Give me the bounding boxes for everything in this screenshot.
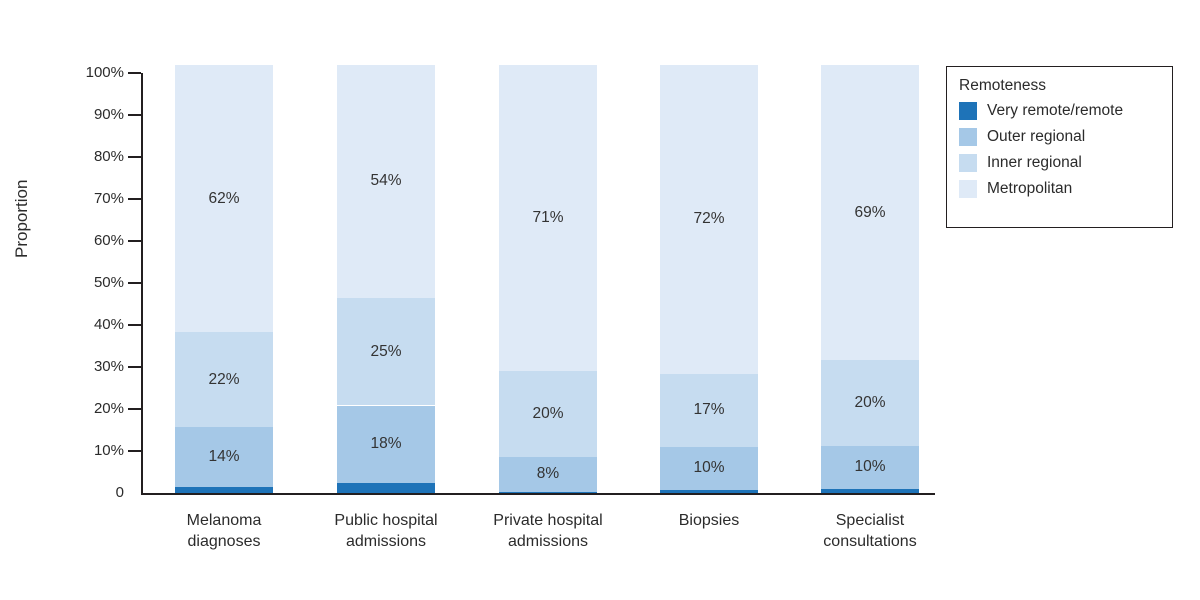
legend-item-label: Inner regional bbox=[987, 154, 1082, 171]
bar-segment bbox=[175, 487, 273, 493]
bar-segment bbox=[660, 446, 758, 490]
bar-segment-label: 54% bbox=[370, 172, 402, 190]
y-tick bbox=[128, 198, 141, 200]
y-tick bbox=[128, 114, 141, 116]
bar-0: 14% 22% 62% bbox=[175, 65, 273, 493]
bar-segment bbox=[660, 373, 758, 447]
y-tick bbox=[128, 450, 141, 452]
bar-segment-label: 14% bbox=[208, 448, 240, 466]
y-axis-line bbox=[141, 73, 143, 495]
y-tick bbox=[128, 324, 141, 326]
x-category-label: Biopsies bbox=[678, 512, 740, 529]
y-tick-label: 80% bbox=[93, 148, 124, 165]
legend-swatch bbox=[959, 102, 977, 120]
y-tick bbox=[128, 282, 141, 284]
bar-segment-label: 17% bbox=[693, 401, 725, 419]
bar-segment bbox=[499, 65, 597, 372]
bar-segment bbox=[499, 371, 597, 458]
bar-segment-label: 22% bbox=[208, 370, 240, 388]
bar-segment-label: 71% bbox=[532, 209, 564, 226]
bar-segment bbox=[175, 65, 273, 333]
y-tick-label: 60% bbox=[93, 232, 124, 249]
bar-segment bbox=[499, 457, 597, 492]
x-axis-line bbox=[141, 493, 935, 495]
x-category-label: Public hospital admissions bbox=[334, 512, 438, 550]
bar-segment bbox=[337, 297, 435, 406]
legend-items: Very remote/remote Outer regional Inner re… bbox=[959, 102, 1160, 198]
legend-item: Outer regional bbox=[959, 128, 1160, 146]
bar-segment-label: 69% bbox=[854, 203, 886, 221]
bar-segment bbox=[499, 491, 597, 493]
bar-segment bbox=[821, 65, 919, 361]
legend-item: Inner regional bbox=[959, 154, 1160, 172]
bar-segment bbox=[660, 65, 758, 374]
y-tick bbox=[128, 408, 141, 410]
bar-segment bbox=[175, 427, 273, 488]
y-tick bbox=[128, 156, 141, 158]
legend-swatch bbox=[959, 128, 977, 146]
y-tick-label: 10% bbox=[93, 442, 124, 459]
y-tick-label: 0 bbox=[115, 484, 124, 501]
bar-segment-label: 8% bbox=[536, 465, 560, 483]
bar-2: 8% 20% 71% bbox=[499, 65, 597, 493]
y-tick-label: 70% bbox=[93, 190, 124, 207]
y-tick-label: 50% bbox=[93, 274, 124, 291]
bar-segment bbox=[337, 483, 435, 493]
legend-title: Remoteness bbox=[959, 77, 1047, 94]
y-tick bbox=[128, 366, 141, 368]
bar-segment-label: 72% bbox=[693, 210, 725, 228]
legend-swatch bbox=[959, 154, 977, 172]
legend-swatch bbox=[959, 180, 977, 198]
bar-segment-label: 10% bbox=[693, 459, 725, 477]
y-tick bbox=[128, 240, 141, 242]
bar-segment bbox=[821, 360, 919, 446]
bar-segment bbox=[821, 445, 919, 489]
y-tick bbox=[128, 72, 141, 74]
legend-item: Very remote/remote bbox=[959, 102, 1160, 120]
y-tick-label: 100% bbox=[85, 64, 124, 81]
bar-segment-label: 25% bbox=[370, 342, 402, 360]
legend-item-label: Metropolitan bbox=[987, 180, 1073, 197]
bar-segment-label: 18% bbox=[370, 435, 402, 453]
x-category-label: Private hospital admissions bbox=[493, 512, 603, 550]
bar-segment bbox=[337, 405, 435, 484]
bar-4: 10% 20% 69% bbox=[821, 65, 919, 493]
y-tick-label: 90% bbox=[93, 106, 124, 123]
bar-segment-label: 20% bbox=[854, 394, 886, 412]
y-axis-title: Proportion bbox=[12, 179, 31, 258]
bar-segment-label: 10% bbox=[854, 458, 886, 476]
legend-item-label: Very remote/remote bbox=[987, 102, 1124, 119]
bar-3: 10% 17% 72% bbox=[660, 65, 758, 493]
bar-segment-label: 20% bbox=[532, 405, 564, 423]
bar-segment-label: 62% bbox=[208, 189, 240, 207]
legend-item: Metropolitan bbox=[959, 180, 1160, 198]
legend-box: Remoteness Very remote/remote Outer regio… bbox=[946, 66, 1173, 228]
x-category-label: Specialist consultations bbox=[823, 512, 917, 550]
bar-segment bbox=[660, 489, 758, 493]
bar-segment bbox=[821, 488, 919, 493]
y-tick-label: 20% bbox=[93, 400, 124, 417]
bar-segment bbox=[175, 332, 273, 428]
y-tick-label: 40% bbox=[93, 316, 124, 333]
x-category-label: Melanoma diagnoses bbox=[186, 512, 262, 550]
y-tick-label: 30% bbox=[93, 358, 124, 375]
bar-1: 18% 25% 54% bbox=[337, 65, 435, 493]
bar-segment bbox=[337, 65, 435, 298]
legend-item-label: Outer regional bbox=[987, 128, 1086, 145]
